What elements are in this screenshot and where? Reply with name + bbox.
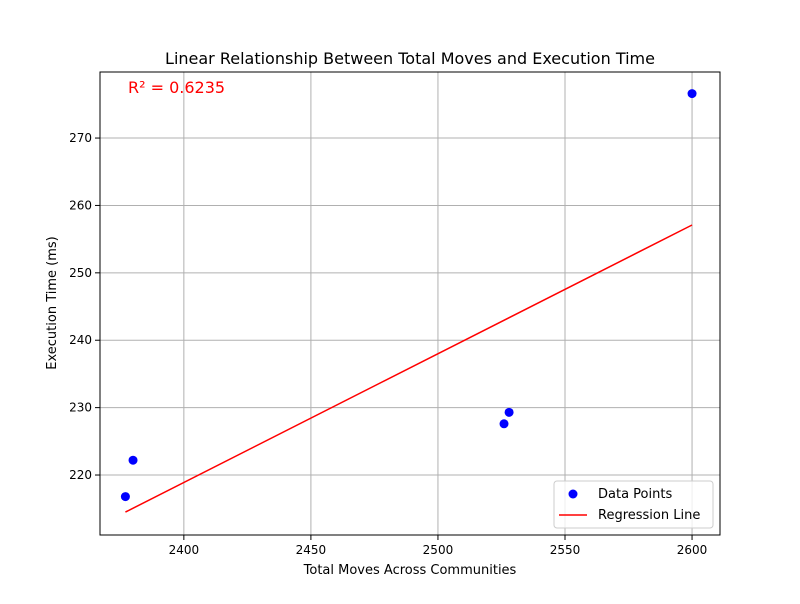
x-tick-label: 2450 <box>296 543 327 557</box>
regression-line <box>125 224 693 513</box>
y-tick-label: 230 <box>69 401 92 415</box>
tick-layer: 2400 2450 2500 2550 2600 220 230 240 250 260 270 <box>69 131 707 557</box>
grid-layer <box>100 72 720 535</box>
x-tick-label: 2400 <box>169 543 200 557</box>
plot-frame <box>99 71 721 536</box>
data-point <box>128 455 138 465</box>
data-points-layer <box>120 89 697 502</box>
x-axis-label: Total Moves Across Communities <box>303 563 517 578</box>
data-point <box>504 407 514 417</box>
y-tick-label: 270 <box>69 131 92 145</box>
y-tick-label: 260 <box>69 198 92 212</box>
x-tick-label: 2550 <box>550 543 581 557</box>
data-point <box>499 419 509 429</box>
legend-label-data-points: Data Points <box>598 487 672 502</box>
legend-label-regression-line: Regression Line <box>598 508 700 523</box>
legend: Data Points Regression Line <box>553 480 714 529</box>
r-squared-annotation: R² = 0.6235 <box>128 78 225 97</box>
data-point <box>687 89 697 99</box>
regression-line-layer <box>125 224 693 513</box>
legend-marker-data-points <box>568 489 578 499</box>
data-point <box>120 492 130 502</box>
chart-title: Linear Relationship Between Total Moves … <box>165 49 655 68</box>
y-tick-label: 250 <box>69 266 92 280</box>
x-tick-label: 2500 <box>423 543 454 557</box>
y-axis-label: Execution Time (ms) <box>45 236 60 369</box>
x-tick-label: 2600 <box>677 543 708 557</box>
y-tick-label: 240 <box>69 333 92 347</box>
legend-box <box>553 480 714 529</box>
y-tick-label: 220 <box>69 468 92 482</box>
